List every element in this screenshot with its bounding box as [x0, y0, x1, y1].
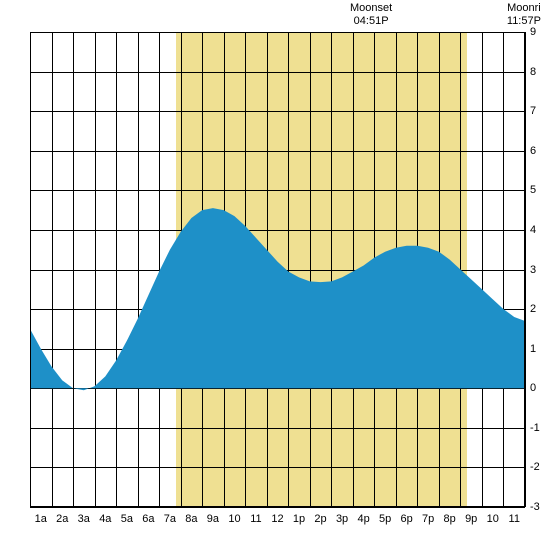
- plot-border: [524, 32, 525, 507]
- x-tick-label: 10: [228, 513, 240, 525]
- y-tick-label: 3: [530, 264, 536, 276]
- x-tick-label: 12: [271, 513, 283, 525]
- tide-chart: -3-2-101234567891a2a3a4a5a6a7a8a9a101112…: [0, 0, 550, 550]
- x-tick-label: 3p: [336, 513, 348, 525]
- x-tick-label: 11: [509, 513, 520, 525]
- plot-border: [30, 32, 31, 507]
- x-tick-label: 2a: [56, 513, 68, 525]
- x-tick-label: 1p: [293, 513, 305, 525]
- y-tick-label: 8: [530, 66, 536, 78]
- y-tick-label: -1: [530, 422, 540, 434]
- x-tick-label: 5a: [121, 513, 133, 525]
- x-tick-label: 6p: [401, 513, 413, 525]
- x-tick-label: 2p: [314, 513, 326, 525]
- gridline-h: [30, 507, 525, 508]
- x-tick-label: 1a: [35, 513, 47, 525]
- y-tick-label: 6: [530, 145, 536, 157]
- moonset-time: 04:51P: [346, 15, 396, 28]
- tide-area: [30, 32, 525, 507]
- y-tick-label: 5: [530, 184, 536, 196]
- x-tick-label: 9p: [465, 513, 477, 525]
- x-tick-label: 6a: [142, 513, 154, 525]
- x-tick-label: 4p: [357, 513, 369, 525]
- moonrise-title: Moonri: [499, 2, 549, 15]
- y-tick-label: 7: [530, 105, 536, 117]
- plot-border: [30, 32, 525, 33]
- plot-border: [30, 506, 525, 507]
- x-tick-label: 11: [250, 513, 261, 525]
- x-tick-label: 4a: [99, 513, 111, 525]
- moonrise-time: 11:57P: [499, 15, 549, 28]
- x-tick-label: 3a: [78, 513, 90, 525]
- y-tick-label: 0: [530, 382, 536, 394]
- plot-area: [30, 32, 525, 507]
- x-tick-label: 7a: [164, 513, 176, 525]
- y-tick-label: -2: [530, 461, 540, 473]
- x-tick-label: 8p: [444, 513, 456, 525]
- y-tick-label: 2: [530, 303, 536, 315]
- x-tick-label: 9a: [207, 513, 219, 525]
- moonset-title: Moonset: [346, 2, 396, 15]
- x-tick-label: 5p: [379, 513, 391, 525]
- y-tick-label: 1: [530, 343, 536, 355]
- y-tick-label: -3: [530, 501, 540, 513]
- y-tick-label: 4: [530, 224, 536, 236]
- x-tick-label: 7p: [422, 513, 434, 525]
- x-tick-label: 8a: [185, 513, 197, 525]
- x-tick-label: 10: [487, 513, 499, 525]
- moonset-label: Moonset04:51P: [346, 2, 396, 28]
- gridline-v: [525, 32, 526, 507]
- moonrise-label: Moonri11:57P: [499, 2, 549, 28]
